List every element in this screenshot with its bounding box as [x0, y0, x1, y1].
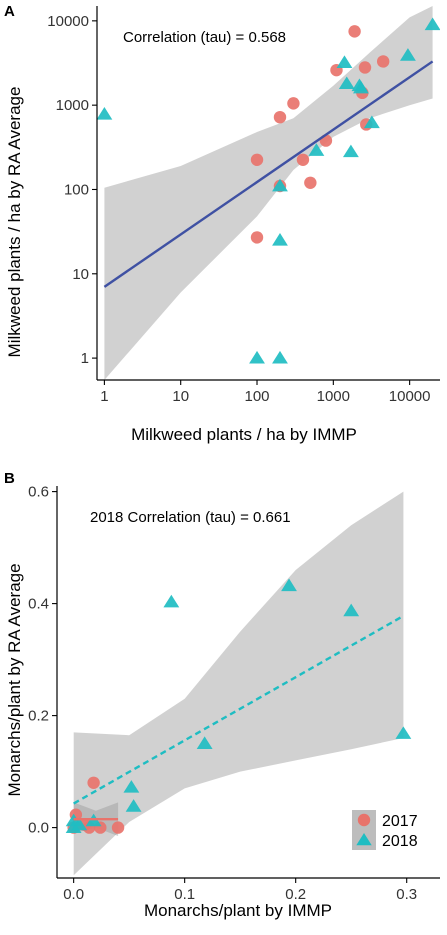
panel-label-a: A [4, 3, 15, 20]
panel-a-point-2018 [336, 55, 353, 68]
panel-a-x-tick-label: 10 [172, 388, 189, 405]
panel-a-point-2017 [287, 97, 300, 110]
panel-a-point-2017 [304, 176, 317, 190]
panel-a-y-tick-label: 10000 [47, 13, 89, 30]
panel-b-plot-area [65, 491, 412, 876]
panel-b-x-tick-label: 0.1 [174, 886, 195, 903]
panel-a-point-2018 [342, 144, 359, 158]
panel-a-point-2018 [338, 76, 355, 90]
panel-b-legend-marker-2017 [357, 813, 371, 827]
panel-a: Correlation (tau) = 0.568 Milkweed plant… [5, 6, 440, 444]
panel-b: 2018 Correlation (tau) = 0.661 Monarchs/… [5, 484, 440, 920]
panel-b-fit-2018-confidence-band [73, 491, 404, 876]
panel-b-y-axis-label: Monarchs/plant by RA Average [5, 563, 24, 796]
panel-a-point-2018 [424, 17, 440, 31]
panel-b-y-tick-label: 0.6 [28, 484, 49, 501]
panel-b-legend-label: 2017 [382, 813, 418, 830]
panel-a-point-2018 [363, 115, 380, 129]
panel-b-y-tick-label: 0.4 [28, 596, 49, 613]
panel-a-point-2017 [376, 55, 390, 68]
panel-a-y-tick-label: 1 [81, 350, 89, 367]
panel-a-x-axis-label: Milkweed plants / ha by IMMP [131, 425, 357, 444]
panel-b-x-tick-label: 0.2 [285, 886, 306, 903]
panel-a-point-2017 [250, 153, 264, 166]
panel-b-point-2018 [281, 578, 297, 592]
panel-b-y-tick-label: 0.2 [28, 708, 49, 725]
panel-a-point-2017 [296, 153, 310, 166]
panel-a-point-2018 [272, 233, 288, 246]
panel-a-x-tick-label: 100 [244, 388, 269, 405]
panel-a-y-tick-label: 100 [64, 181, 89, 198]
panel-a-point-2017 [358, 61, 372, 74]
panel-a-point-2017 [348, 25, 361, 38]
panel-b-legend-label: 2018 [382, 833, 418, 850]
panel-a-point-2018 [272, 178, 288, 192]
panel-a-fit-line [103, 60, 434, 288]
panel-b-x-tick-label: 0.0 [63, 886, 84, 903]
panel-a-x-tick-label: 10000 [389, 388, 431, 405]
panel-a-annotation: Correlation (tau) = 0.568 [123, 29, 286, 46]
panel-a-point-2018 [272, 350, 288, 364]
panel-a-point-2018 [249, 350, 265, 364]
panel-b-point-2018 [71, 817, 88, 831]
panel-a-fit-confidence-band [104, 6, 433, 380]
panel-b-x-tick-label: 0.3 [396, 886, 417, 903]
panel-a-plot-area [97, 6, 440, 380]
panel-b-point-2018 [125, 799, 142, 812]
panel-a-point-2018 [308, 143, 325, 156]
panel-b-point-2018 [163, 594, 180, 608]
panel-a-x-tick-label: 1 [100, 388, 108, 405]
panel-a-point-2018 [97, 107, 113, 120]
panel-a-y-tick-label: 1000 [56, 97, 89, 114]
panel-a-point-2018 [400, 48, 416, 61]
panel-a-point-2017 [250, 231, 264, 244]
panel-b-point-2018 [196, 736, 213, 749]
panel-b-point-2017 [111, 821, 125, 834]
panel-b-annotation: 2018 Correlation (tau) = 0.661 [90, 509, 291, 526]
panel-b-point-2017 [87, 776, 100, 789]
panel-b-y-tick-label: 0.0 [28, 820, 49, 837]
panel-a-y-axis-label: Milkweed plants / ha by RA Average [5, 87, 24, 358]
panel-b-legend: 2017 2018 [352, 810, 418, 850]
panel-b-point-2018 [395, 726, 412, 739]
panel-b-fit-2018-line [73, 614, 404, 805]
panel-b-point-2018 [123, 780, 140, 793]
panel-b-x-axis-label: Monarchs/plant by IMMP [144, 901, 332, 920]
panel-a-y-tick-label: 10 [72, 266, 89, 283]
panel-b-point-2018 [343, 603, 360, 617]
panel-a-point-2018 [353, 80, 369, 94]
panel-a-x-tick-label: 1000 [317, 388, 350, 405]
panel-b-legend-marker-2018 [356, 833, 372, 846]
panel-label-b: B [4, 470, 15, 487]
panel-a-point-2017 [273, 110, 287, 124]
